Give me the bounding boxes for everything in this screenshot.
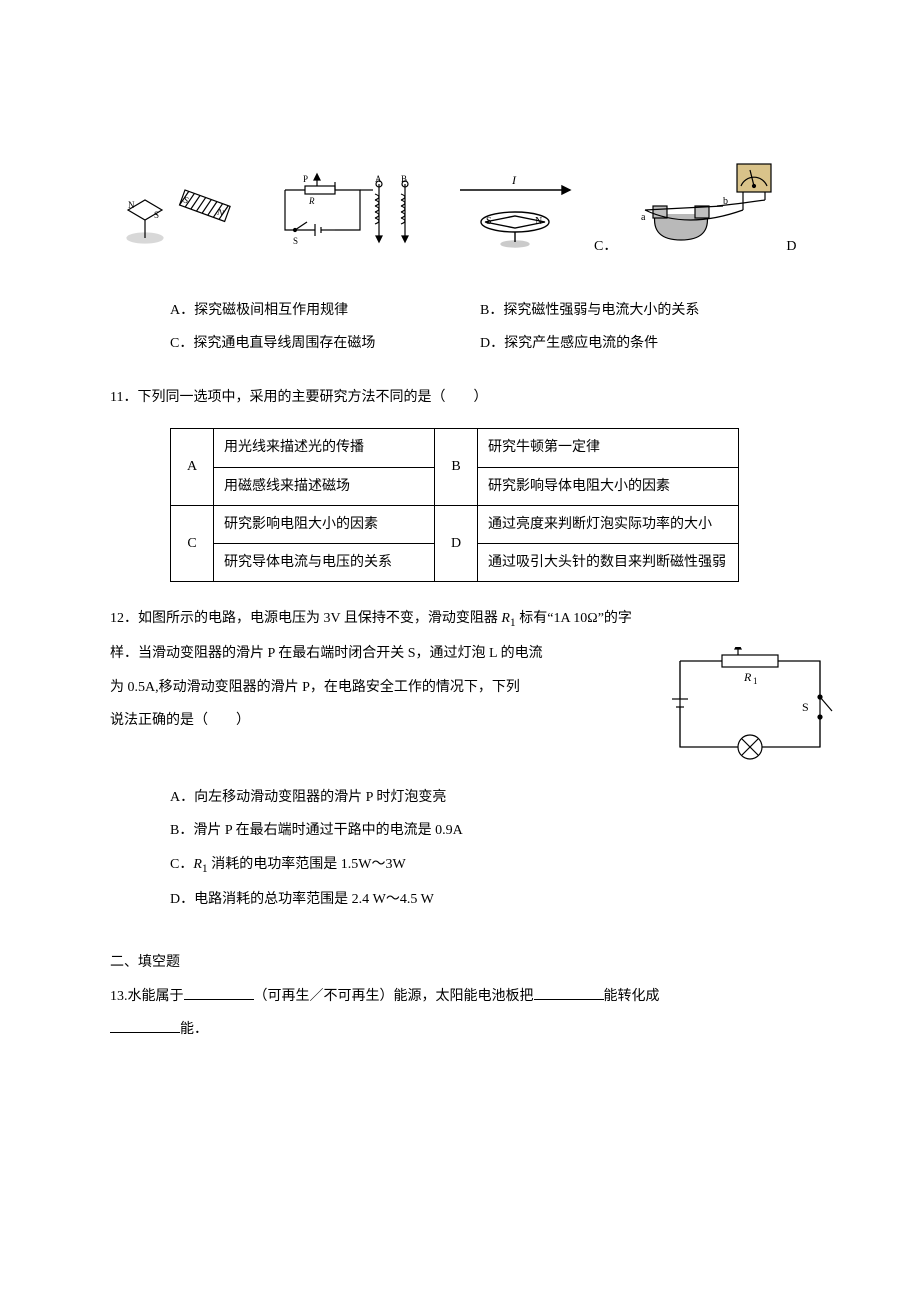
svg-text:1: 1 [753,676,758,686]
q10-opt-a: A．探究磁极间相互作用规律 [170,294,480,328]
diagram-a: N S S N [110,170,245,264]
diagram-d: a b D [637,160,796,264]
svg-text:S: S [486,216,492,227]
q12-circuit-figure: P R 1 S [660,647,840,781]
q11-cell-C: C [171,505,214,581]
q11-table: A 用光线来描述光的传播 B 研究牛顿第一定律 用磁感线来描述磁场 研究影响导体… [170,428,739,582]
svg-text:P: P [303,174,308,184]
question-12: 12．如图所示的电路，电源电压为 3V 且保持不变，滑动变阻器 R1 标有“1A… [110,602,840,916]
section-2-heading: 二、填空题 [110,946,840,980]
q12-opt-c-R: R [193,857,202,872]
q13-end: 能． [180,1022,208,1037]
svg-text:R: R [308,196,315,206]
q12-opt-c-pre: C． [170,857,193,872]
q12-stem1: 12．如图所示的电路，电源电压为 3V 且保持不变，滑动变阻器 [110,611,501,626]
q11-D-2: 通过吸引大头针的数目来判断磁性强弱 [478,543,739,581]
q13-mid2: 能转化成 [604,989,660,1004]
svg-text:N: N [128,200,135,210]
q10-opt-b: B．探究磁性强弱与电流大小的关系 [480,294,790,328]
svg-text:I: I [511,173,517,187]
q11-B-1: 研究牛顿第一定律 [478,429,739,467]
q12-opt-c: C．R1 消耗的电功率范围是 1.5W～3W [170,848,840,883]
svg-text:S: S [802,700,809,714]
q13-pre: 13.水能属于 [110,989,184,1004]
q12-line1: 12．如图所示的电路，电源电压为 3V 且保持不变，滑动变阻器 R1 标有“1A… [110,602,840,637]
diagram-row: N S S N [110,160,840,264]
q10-opt-c: C．探究通电直导线周围存在磁场 [170,327,480,361]
q12-opt-d: D．电路消耗的总功率范围是 2.4 W～4.5 W [170,883,840,917]
diagram-c: I S N C． [440,170,617,264]
q12-opt-c-post: 消耗的电功率范围是 1.5W～3W [208,857,406,872]
q13-mid1: （可再生／不可再生）能源，太阳能电池板把 [254,989,534,1004]
q13-blank-2 [534,985,604,1000]
q11-cell-A: A [171,429,214,505]
q12-line2: 样．当滑动变阻器的滑片 P 在最右端时闭合开关 S，通过灯泡 L 的电流 [110,637,650,671]
q11-D-1: 通过亮度来判断灯泡实际功率的大小 [478,505,739,543]
svg-text:P: P [728,647,734,650]
q11-cell-D: D [435,505,478,581]
diagram-b: P R S A [265,170,420,264]
q12-line4: 说法正确的是（ ） [110,704,650,738]
svg-text:S: S [293,236,298,246]
q10-options: A．探究磁极间相互作用规律 B．探究磁性强弱与电流大小的关系 C．探究通电直导线… [110,294,840,361]
q12-R: R [501,611,510,626]
q11-cell-B: B [435,429,478,505]
oersted-figure: I S N [440,170,590,264]
magnet-interaction-figure: N S S N [110,170,245,264]
q12-opt-a: A．向左移动滑动变阻器的滑片 P 时灯泡变亮 [170,781,840,815]
svg-text:R: R [743,670,752,684]
svg-text:S: S [154,210,159,220]
question-11: 11．下列同一选项中，采用的主要研究方法不同的是（ ） A 用光线来描述光的传播… [110,381,840,582]
q11-C-1: 研究影响电阻大小的因素 [214,505,435,543]
induction-figure: a b [637,160,782,264]
q11-stem: 11．下列同一选项中，采用的主要研究方法不同的是（ ） [110,381,840,415]
electromagnet-circuit-figure: P R S A [265,170,420,264]
q13-blank-3 [110,1018,180,1033]
svg-text:N: N [535,216,542,227]
diagram-c-label: C． [594,230,617,264]
q11-C-2: 研究导体电流与电压的关系 [214,543,435,581]
q12-stem1b: 标有“1A 10Ω”的字 [516,611,632,626]
svg-text:a: a [641,212,646,223]
diagram-d-label: D [786,230,796,264]
q12-line3: 为 0.5A,移动滑动变阻器的滑片 P，在电路安全工作的情况下，下列 [110,671,650,705]
q11-B-2: 研究影响导体电阻大小的因素 [478,467,739,505]
svg-text:b: b [723,196,728,207]
q11-A-1: 用光线来描述光的传播 [214,429,435,467]
q13-blank-1 [184,985,254,1000]
q11-A-2: 用磁感线来描述磁场 [214,467,435,505]
q12-opt-b: B．滑片 P 在最右端时通过干路中的电流是 0.9A [170,814,840,848]
exam-page: N S S N [0,0,920,1302]
question-13: 13.水能属于 （可再生／不可再生）能源，太阳能电池板把 能转化成 能． [110,980,840,1047]
q10-opt-d: D．探究产生感应电流的条件 [480,327,790,361]
q12-options: A．向左移动滑动变阻器的滑片 P 时灯泡变亮 B．滑片 P 在最右端时通过干路中… [110,781,840,917]
